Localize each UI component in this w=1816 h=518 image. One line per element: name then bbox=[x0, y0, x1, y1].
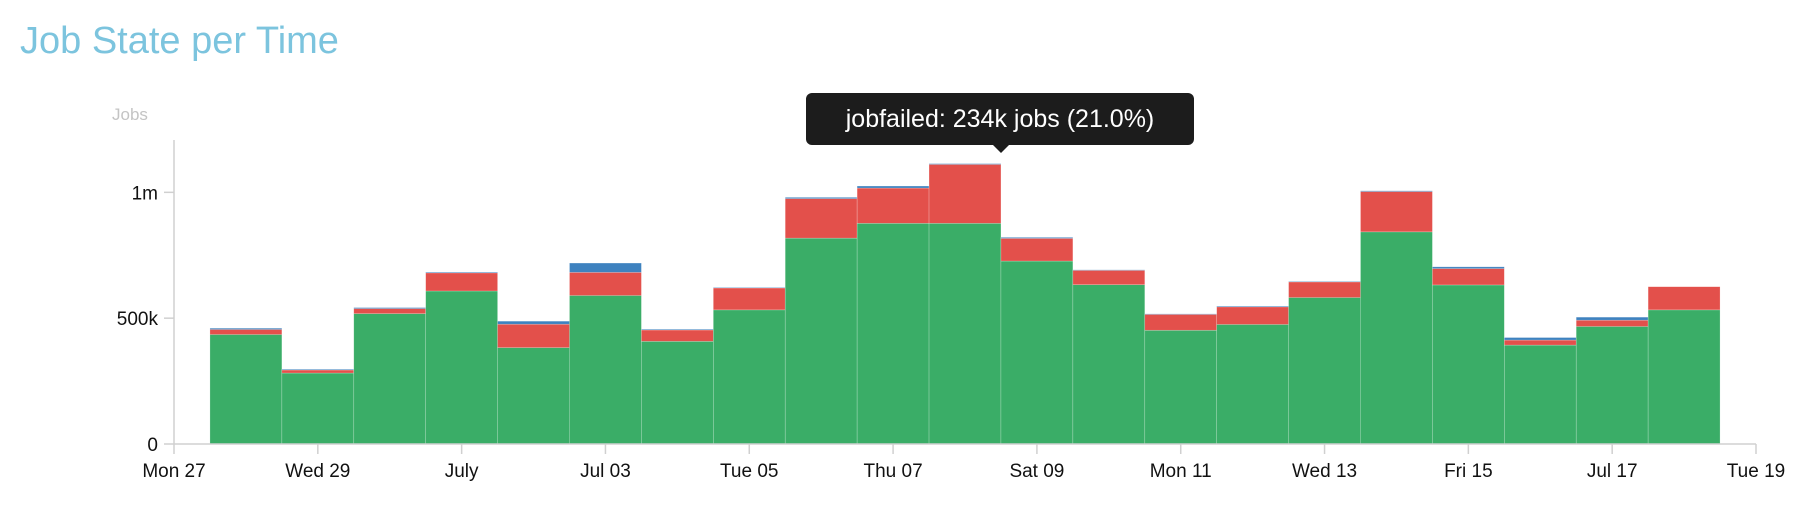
bar-segment-20-s2[interactable] bbox=[1575, 319, 1649, 327]
x-tick-label-4: Tue 05 bbox=[720, 461, 778, 482]
bar-segment-16-s3[interactable] bbox=[1288, 281, 1361, 283]
bar-segment-9-s3[interactable] bbox=[784, 197, 858, 199]
bar-segment-19-s2[interactable] bbox=[1504, 339, 1577, 346]
bar-segment-9-s2[interactable] bbox=[784, 198, 858, 239]
bar-segment-18-s2[interactable] bbox=[1432, 268, 1505, 286]
bar-segment-10-s1[interactable] bbox=[856, 222, 930, 445]
bars-layer bbox=[209, 163, 1721, 445]
bar-segment-17-s1[interactable] bbox=[1360, 231, 1433, 445]
y-tick-label-0: 0 bbox=[147, 435, 158, 456]
bar-segment-19-s3[interactable] bbox=[1504, 337, 1577, 341]
bar-segment-4-s1[interactable] bbox=[425, 290, 498, 445]
bar-segment-6-s1[interactable] bbox=[569, 295, 642, 445]
bar-tooltip: jobfailed: 234k jobs (21.0%) bbox=[806, 93, 1194, 153]
bar-segment-14-s3[interactable] bbox=[1144, 313, 1217, 315]
bar-segment-6-s2[interactable] bbox=[569, 272, 642, 296]
bar-segment-2-s3[interactable] bbox=[281, 368, 355, 371]
bar-segment-16-s1[interactable] bbox=[1288, 297, 1361, 445]
bar-segment-13-s3[interactable] bbox=[1072, 269, 1146, 271]
bar-segment-7-s3[interactable] bbox=[641, 328, 714, 331]
bar-segment-1-s3[interactable] bbox=[209, 327, 283, 330]
bar-segment-16-s2[interactable] bbox=[1288, 281, 1361, 298]
bar-segment-1-s1[interactable] bbox=[209, 334, 283, 445]
bar-segment-18-s3[interactable] bbox=[1432, 266, 1505, 269]
x-tick-label-8: Wed 13 bbox=[1292, 461, 1357, 482]
bar-segment-5-s3[interactable] bbox=[497, 320, 570, 325]
bar-segment-17-s2[interactable] bbox=[1360, 191, 1433, 233]
bar-segment-11-s2[interactable] bbox=[928, 164, 1002, 224]
bar-segment-10-s2[interactable] bbox=[856, 187, 930, 224]
bar-segment-14-s1[interactable] bbox=[1144, 329, 1217, 445]
bar-segment-19-s1[interactable] bbox=[1504, 344, 1577, 445]
x-tick-label-6: Sat 09 bbox=[1009, 461, 1064, 482]
bar-segment-1-s2[interactable] bbox=[209, 329, 283, 335]
bar-segment-21-s2[interactable] bbox=[1647, 286, 1721, 311]
x-tick-label-1: Wed 29 bbox=[285, 461, 350, 482]
bar-segment-8-s2[interactable] bbox=[713, 287, 786, 311]
bar-segment-12-s2[interactable] bbox=[1000, 238, 1074, 262]
bar-segment-15-s2[interactable] bbox=[1216, 306, 1289, 325]
x-tick-label-2: July bbox=[445, 461, 479, 482]
bar-segment-14-s2[interactable] bbox=[1144, 314, 1217, 331]
bar-segment-11-s1[interactable] bbox=[928, 222, 1002, 445]
bar-segment-5-s1[interactable] bbox=[497, 347, 570, 445]
bar-segment-7-s1[interactable] bbox=[641, 341, 714, 445]
bar-segment-7-s2[interactable] bbox=[641, 329, 714, 342]
x-tick-label-0: Mon 27 bbox=[142, 461, 205, 482]
bar-segment-4-s3[interactable] bbox=[425, 271, 498, 274]
bar-segment-2-s2[interactable] bbox=[281, 369, 355, 374]
bar-segment-3-s1[interactable] bbox=[353, 313, 426, 445]
y-tick-label-1: 500k bbox=[117, 309, 159, 330]
x-tick-label-9: Fri 15 bbox=[1444, 461, 1493, 482]
bar-segment-8-s1[interactable] bbox=[713, 309, 786, 445]
bar-segment-3-s3[interactable] bbox=[353, 307, 426, 309]
bar-segment-10-s3[interactable] bbox=[856, 185, 930, 189]
bar-segment-18-s1[interactable] bbox=[1432, 284, 1505, 445]
bar-segment-6-s3[interactable] bbox=[569, 262, 642, 273]
bar-segment-13-s2[interactable] bbox=[1072, 270, 1146, 285]
bar-segment-12-s3[interactable] bbox=[1000, 237, 1074, 239]
bar-segment-12-s1[interactable] bbox=[1000, 260, 1074, 445]
bar-segment-8-s3[interactable] bbox=[713, 287, 786, 289]
y-axis-title: Jobs bbox=[112, 105, 148, 124]
bar-segment-5-s2[interactable] bbox=[497, 323, 570, 348]
x-tick-label-5: Thu 07 bbox=[864, 461, 923, 482]
bar-segment-17-s3[interactable] bbox=[1360, 190, 1433, 192]
bar-segment-3-s2[interactable] bbox=[353, 308, 426, 314]
bar-segment-20-s1[interactable] bbox=[1575, 326, 1649, 445]
y-tick-label-2: 1m bbox=[132, 183, 158, 204]
bar-segment-20-s3[interactable] bbox=[1575, 316, 1649, 321]
x-tick-label-10: Jul 17 bbox=[1587, 461, 1638, 482]
x-tick-label-11: Tue 19 bbox=[1727, 461, 1785, 482]
bar-segment-15-s3[interactable] bbox=[1216, 305, 1289, 308]
x-tick-label-7: Mon 11 bbox=[1150, 461, 1212, 482]
x-tick-label-3: Jul 03 bbox=[580, 461, 631, 482]
bar-segment-15-s1[interactable] bbox=[1216, 324, 1289, 445]
bar-segment-13-s1[interactable] bbox=[1072, 284, 1146, 445]
bar-segment-4-s2[interactable] bbox=[425, 272, 498, 292]
bar-segment-21-s1[interactable] bbox=[1647, 309, 1721, 445]
chart-title: Job State per Time bbox=[20, 20, 339, 62]
bar-segment-2-s1[interactable] bbox=[281, 372, 355, 445]
bar-segment-9-s1[interactable] bbox=[784, 237, 858, 445]
bar-segment-11-s3[interactable] bbox=[928, 163, 1002, 165]
axes-layer: 0 500k 1m Mon 27 Wed 29 July Jul 03 Tue 05 Thu 0… bbox=[117, 140, 1785, 482]
